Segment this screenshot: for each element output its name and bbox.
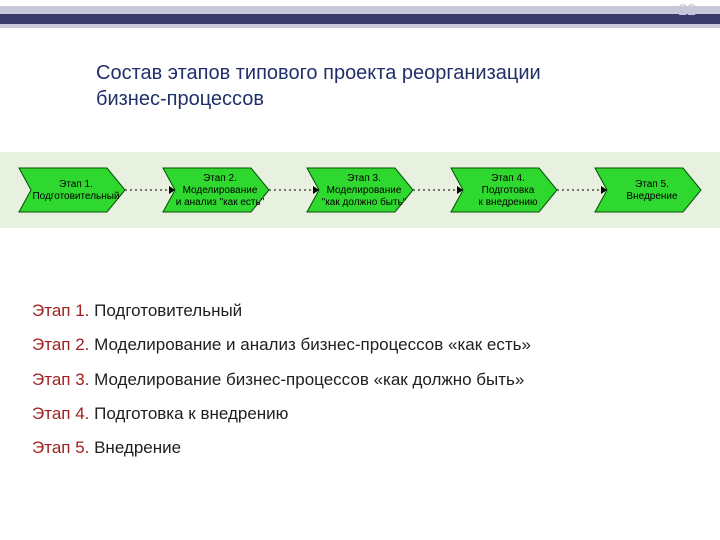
stage-list-label: Этап 2. [32, 335, 89, 354]
stage-list: Этап 1. ПодготовительныйЭтап 2. Моделиро… [32, 300, 672, 471]
flow-stage-label: Подготовка [482, 185, 535, 196]
flow-stage-arrow [19, 168, 125, 212]
flow-stage-label: "как должно быть" [322, 196, 407, 208]
flow-stage-label: Подготовительный [32, 191, 119, 202]
stage-list-text: Подготовительный [89, 301, 242, 320]
slide: { "page_number": "22", "topbar": { "stri… [0, 0, 720, 540]
stage-list-text: Внедрение [89, 438, 181, 457]
stage-list-text: Моделирование и анализ бизнес-процессов … [89, 335, 531, 354]
stage-list-item: Этап 4. Подготовка к внедрению [32, 403, 672, 424]
flow-stage-label: Внедрение [626, 191, 678, 202]
slide-title: Состав этапов типового проекта реорганиз… [96, 60, 616, 112]
flow-stage-label: к внедрению [479, 197, 538, 208]
topbar-stripe-2 [0, 14, 720, 24]
stage-list-item: Этап 2. Моделирование и анализ бизнес-пр… [32, 334, 672, 355]
stage-list-label: Этап 5. [32, 438, 89, 457]
flow-stage-label: Этап 2. [203, 173, 237, 184]
topbar-stripe-3 [0, 24, 720, 28]
stage-list-label: Этап 4. [32, 404, 89, 423]
stage-list-label: Этап 1. [32, 301, 89, 320]
topbar [0, 6, 720, 28]
process-flow-svg: Этап 1.ПодготовительныйЭтап 2.Моделирова… [0, 152, 720, 228]
flow-stage-label: Этап 5. [635, 179, 669, 190]
flow-stage-label: Моделирование [327, 185, 402, 196]
stage-list-text: Подготовка к внедрению [89, 404, 288, 423]
stage-list-text: Моделирование бизнес-процессов «как долж… [89, 370, 524, 389]
stage-list-label: Этап 3. [32, 370, 89, 389]
flow-stage-label: Этап 3. [347, 173, 381, 184]
flow-stage-label: Моделирование [183, 185, 258, 196]
stage-list-item: Этап 3. Моделирование бизнес-процессов «… [32, 369, 672, 390]
flow-stage-label: и анализ "как есть" [176, 197, 265, 208]
stage-list-item: Этап 1. Подготовительный [32, 300, 672, 321]
stage-list-item: Этап 5. Внедрение [32, 437, 672, 458]
flow-stage-arrow [595, 168, 701, 212]
flow-stage-label: Этап 1. [59, 179, 93, 190]
topbar-stripe-1 [0, 6, 720, 14]
process-flow: Этап 1.ПодготовительныйЭтап 2.Моделирова… [0, 152, 720, 228]
page-number: 22 [678, 2, 696, 20]
flow-stage-label: Этап 4. [491, 173, 525, 184]
